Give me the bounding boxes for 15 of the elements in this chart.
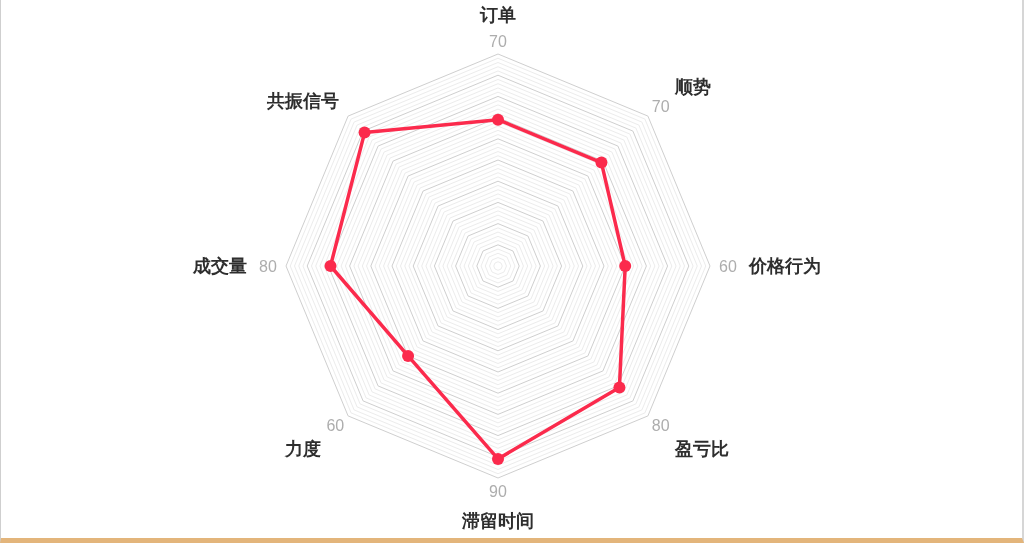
text: 70: [489, 32, 507, 50]
text: 70: [651, 98, 670, 116]
text: 60: [719, 257, 737, 275]
text: 80: [259, 257, 277, 275]
spoke-label: 成交量: [192, 255, 247, 277]
spoke-label: 力度: [283, 438, 321, 460]
spoke-label: 订单: [479, 4, 516, 25]
spoke-label: 滞留时间: [461, 509, 534, 531]
text: 90: [489, 482, 507, 500]
spoke-label: 价格行为: [748, 255, 821, 277]
text: 80: [651, 416, 670, 434]
spoke-label: 盈亏比: [674, 438, 730, 460]
spoke-label: 顺势: [674, 75, 712, 97]
text: 60: [326, 416, 345, 434]
spoke-label: 共振信号: [265, 89, 339, 111]
